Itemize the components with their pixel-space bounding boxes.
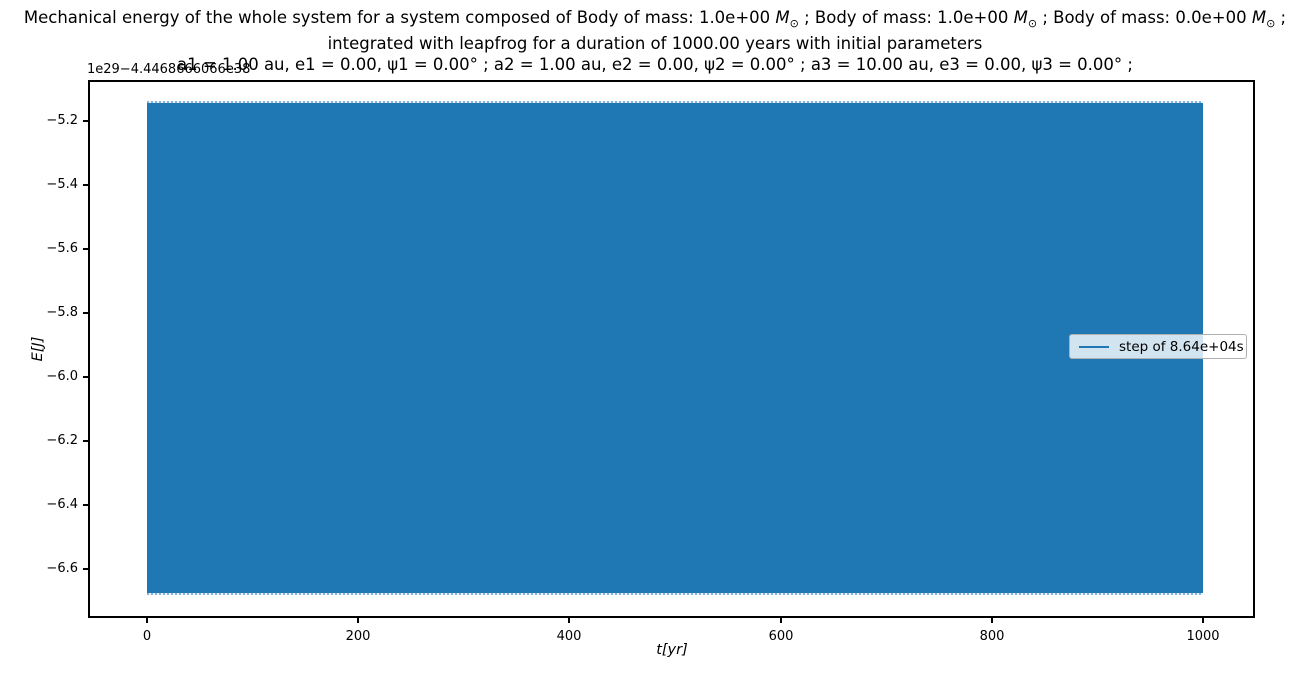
- chart-title-line-2: integrated with leapfrog for a duration …: [327, 34, 983, 53]
- solar-mass-symbol: M: [1013, 8, 1028, 27]
- x-tick-mark: [1202, 618, 1204, 623]
- chart-title-line-1: Mechanical energy of the whole system fo…: [0, 8, 1310, 34]
- y-tick-mark: [83, 440, 88, 442]
- plot-area: [88, 80, 1255, 618]
- x-tick-label: 0: [142, 629, 152, 644]
- y-tick-mark: [83, 504, 88, 506]
- x-tick-mark: [780, 618, 782, 623]
- y-tick-mark: [83, 120, 88, 122]
- y-tick-mark: [83, 568, 88, 570]
- y-tick-label: −5.6: [46, 241, 78, 256]
- y-tick-mark: [83, 248, 88, 250]
- y-axis-label: E[J]: [30, 336, 46, 362]
- odot-subscript-icon: ⊙: [1266, 17, 1276, 30]
- y-tick-label: −5.4: [46, 177, 78, 192]
- x-tick-mark: [568, 618, 570, 623]
- x-tick-label: 200: [345, 629, 371, 644]
- x-tick-label: 1000: [1186, 629, 1220, 644]
- energy-series-band: [147, 101, 1203, 595]
- y-tick-label: −6.6: [46, 561, 78, 576]
- y-tick-mark: [83, 184, 88, 186]
- title-text-segment: ;: [1275, 8, 1287, 27]
- x-tick-label: 400: [556, 629, 582, 644]
- x-tick-mark: [357, 618, 359, 623]
- odot-subscript-icon: ⊙: [789, 17, 799, 30]
- legend-label: step of 8.64e+04s: [1119, 338, 1244, 355]
- title-text-segment: ; Body of mass: 1.0e+00: [798, 8, 1014, 27]
- odot-subscript-icon: ⊙: [1027, 17, 1038, 30]
- y-tick-label: −6.0: [46, 369, 78, 384]
- y-tick-label: −5.2: [46, 113, 78, 128]
- y-tick-label: −6.2: [46, 433, 78, 448]
- solar-mass-symbol: M: [775, 8, 790, 27]
- x-tick-label: 600: [768, 629, 794, 644]
- x-tick-mark: [146, 618, 148, 623]
- x-tick-label: 800: [979, 629, 1005, 644]
- x-axis-label: t[yr]: [656, 642, 688, 658]
- y-tick-mark: [83, 376, 88, 378]
- title-text-segment: Mechanical energy of the whole system fo…: [23, 8, 776, 27]
- x-tick-mark: [991, 618, 993, 623]
- legend-line-sample-icon: [1079, 345, 1109, 348]
- title-text-segment: ; Body of mass: 0.0e+00: [1037, 8, 1252, 27]
- y-tick-mark: [83, 312, 88, 314]
- legend: step of 8.64e+04s: [1069, 334, 1247, 359]
- y-tick-label: −6.4: [46, 497, 78, 512]
- chart-title-line-3: a1 = 1.00 au, e1 = 0.00, ψ1 = 0.00° ; a2…: [177, 55, 1133, 74]
- solar-mass-symbol: M: [1251, 8, 1267, 27]
- y-tick-label: −5.8: [46, 305, 78, 320]
- y-axis-offset-text: 1e29−4.4468666066e38: [87, 62, 251, 77]
